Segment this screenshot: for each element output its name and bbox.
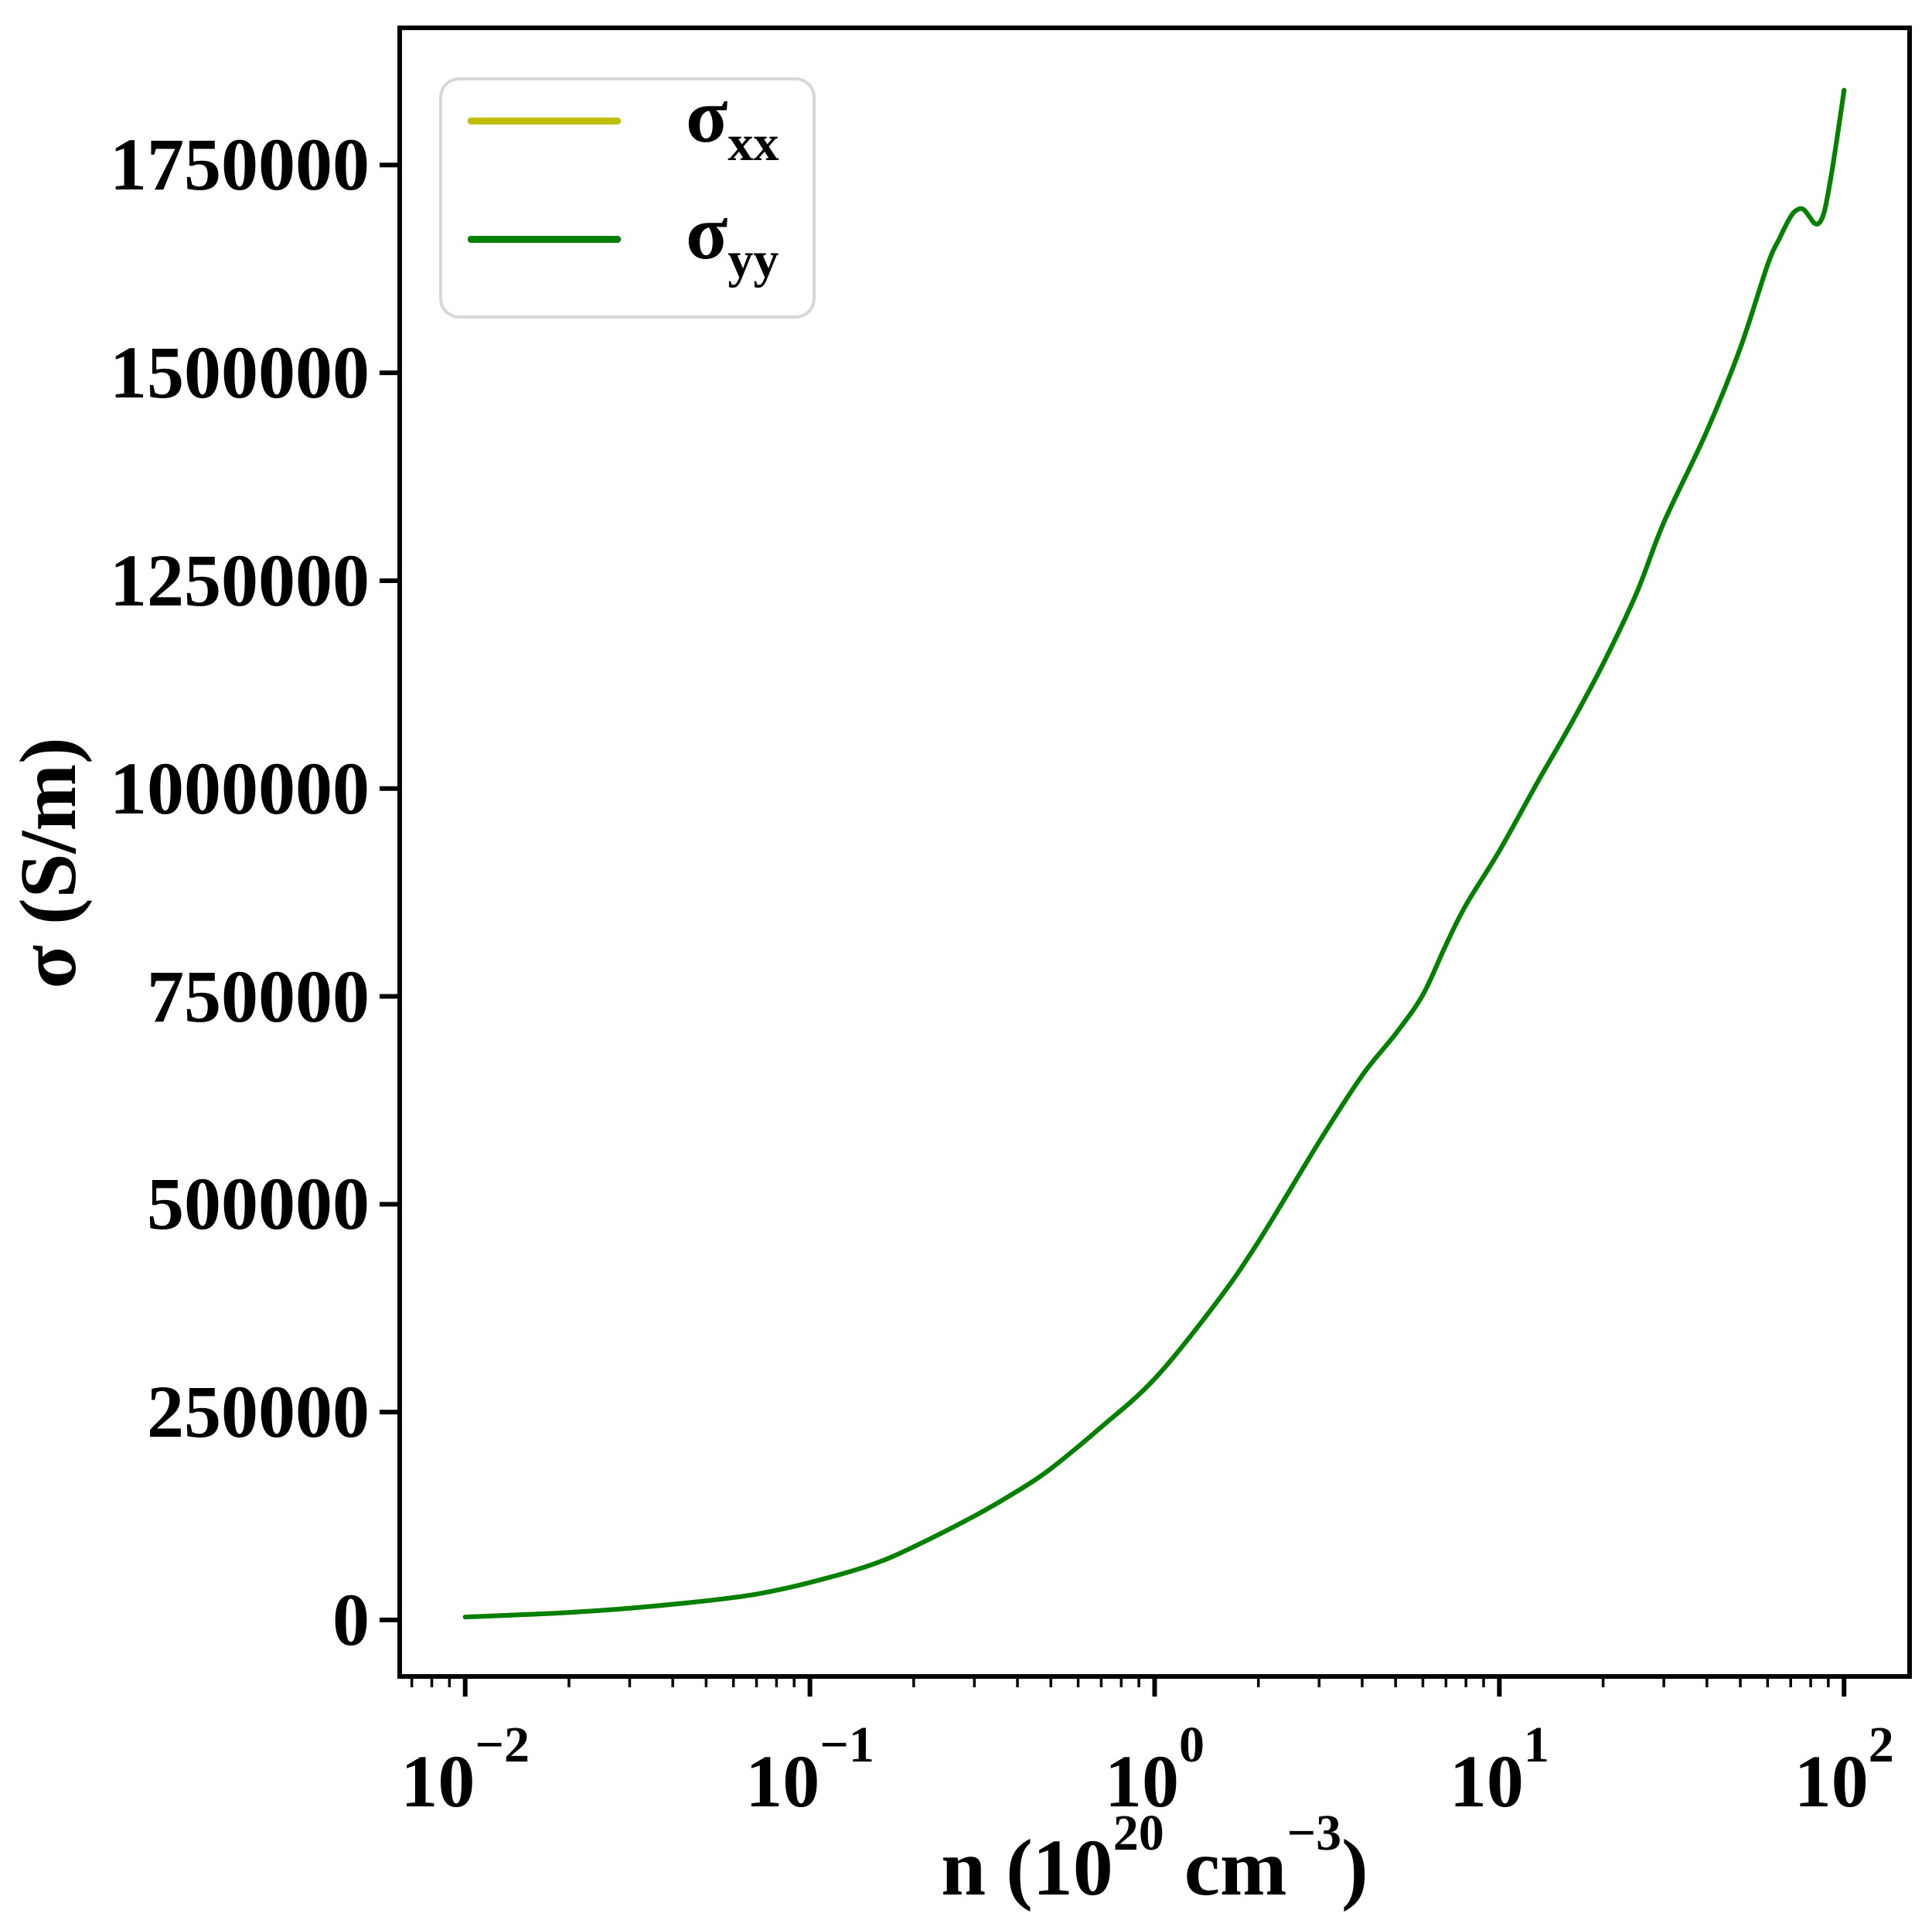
y-tick-label: 0	[332, 1577, 370, 1661]
x-tick-label: 102	[1794, 1720, 1894, 1819]
y-tick-label: 500000	[147, 1162, 370, 1246]
y-tick-label: 1250000	[110, 538, 370, 622]
y-tick-label: 1750000	[110, 123, 370, 206]
x-tick-label: 10−2	[400, 1720, 530, 1819]
x-tick-label: 10−1	[745, 1720, 874, 1819]
legend-label-sigma-yy: σyy	[686, 194, 779, 286]
x-axis-label: n (1020 cm−3)	[400, 1808, 1910, 1911]
x-axis-label-exponent: 20	[1113, 1805, 1164, 1861]
x-tick-label: 101	[1450, 1720, 1549, 1819]
sigma-subscript: xx	[727, 115, 779, 172]
x-axis-label-text: cm	[1164, 1823, 1287, 1912]
x-axis-label-exponent: −3	[1286, 1805, 1342, 1861]
x-tick-base: 10	[1794, 1740, 1869, 1823]
curve-sigma-xx	[462, 87, 1847, 1620]
curve-sigma-yy	[462, 87, 1847, 1620]
y-tick-label: 250000	[147, 1370, 370, 1454]
x-tick-label: 100	[1105, 1720, 1205, 1819]
y-axis-label: σ (S/m)	[4, 737, 93, 989]
y-tick-label: 750000	[147, 954, 370, 1038]
legend: σxx σyy	[439, 77, 816, 319]
x-tick-base: 10	[1449, 1740, 1524, 1823]
y-tick-label: 1000000	[110, 746, 370, 830]
sigma-symbol: σ	[686, 189, 728, 275]
x-tick-exponent: −2	[475, 1717, 530, 1773]
x-tick-exponent: −1	[819, 1717, 874, 1773]
sigma-symbol: σ	[686, 73, 728, 159]
x-axis-label-text: n (10	[941, 1823, 1113, 1912]
x-tick-base: 10	[1105, 1740, 1179, 1823]
legend-label-sigma-xx: σxx	[686, 77, 779, 169]
axis-ticks	[380, 162, 1847, 1697]
legend-line-sigma-xx	[468, 118, 621, 124]
x-tick-exponent: 0	[1179, 1717, 1205, 1773]
x-tick-exponent: 2	[1868, 1717, 1894, 1773]
sigma-subscript: yy	[727, 232, 779, 288]
x-tick-base: 10	[745, 1740, 820, 1823]
x-tick-exponent: 1	[1523, 1717, 1549, 1773]
legend-line-sigma-yy	[468, 236, 621, 243]
x-tick-base: 10	[400, 1740, 475, 1823]
axes-spines	[397, 26, 1912, 1679]
x-axis-label-text: )	[1341, 1823, 1368, 1912]
y-tick-label: 1500000	[110, 331, 370, 414]
